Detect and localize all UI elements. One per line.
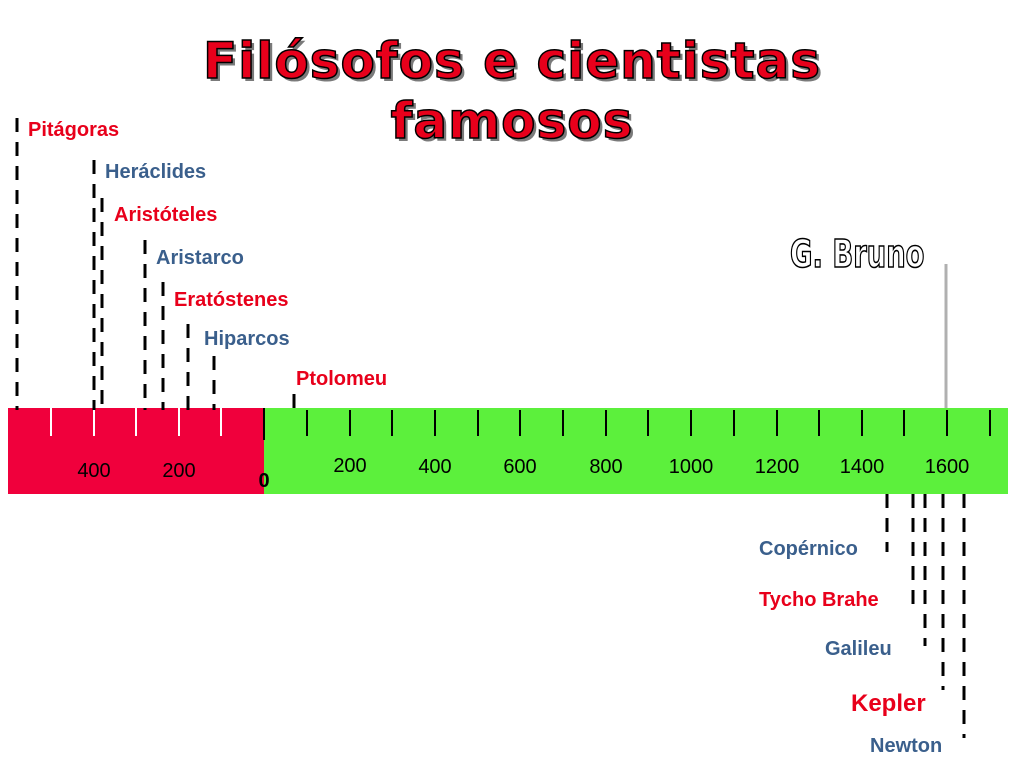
tick-label-1200: 1200 bbox=[754, 456, 800, 478]
label-galileu: Galileu bbox=[825, 638, 892, 660]
label-eratostenes: Eratóstenes bbox=[174, 289, 289, 311]
tick-label-600: 600 bbox=[503, 456, 537, 478]
tick-label-1400: 1400 bbox=[839, 456, 885, 478]
tick-label-800: 800 bbox=[589, 456, 623, 478]
label-hiparcos: Hiparcos bbox=[204, 328, 290, 350]
tick-label-bc-200: 200 bbox=[162, 460, 196, 482]
ad-band bbox=[264, 408, 1008, 494]
label-aristarco: Aristarco bbox=[156, 247, 244, 269]
label-copernico: Copérnico bbox=[759, 538, 858, 560]
tick-label-bc-400: 400 bbox=[77, 460, 111, 482]
tick-label-400: 400 bbox=[418, 456, 452, 478]
tick-label-zero: 0 bbox=[258, 470, 270, 492]
label-ptolomeu: Ptolomeu bbox=[296, 368, 388, 390]
label-newton: Newton bbox=[870, 735, 943, 757]
tick-label-200: 200 bbox=[333, 455, 367, 477]
label-heraclides: Heráclides bbox=[105, 161, 207, 183]
bc-ticks bbox=[50, 408, 222, 436]
tick-label-1600: 1600 bbox=[924, 456, 970, 478]
label-tycho-brahe: Tycho Brahe bbox=[759, 589, 879, 611]
label-kepler: Kepler bbox=[851, 690, 926, 717]
tick-label-1000: 1000 bbox=[668, 456, 714, 478]
ad-ticks bbox=[306, 410, 991, 436]
page-title-line-2: famosos bbox=[390, 92, 634, 150]
label-pitagoras: Pitágoras bbox=[28, 119, 120, 141]
label-aristoteles: Aristóteles bbox=[114, 204, 218, 226]
page-title-line-1: Filósofos e cientistas bbox=[202, 32, 821, 90]
label-g-bruno: G. Bruno bbox=[789, 231, 925, 277]
